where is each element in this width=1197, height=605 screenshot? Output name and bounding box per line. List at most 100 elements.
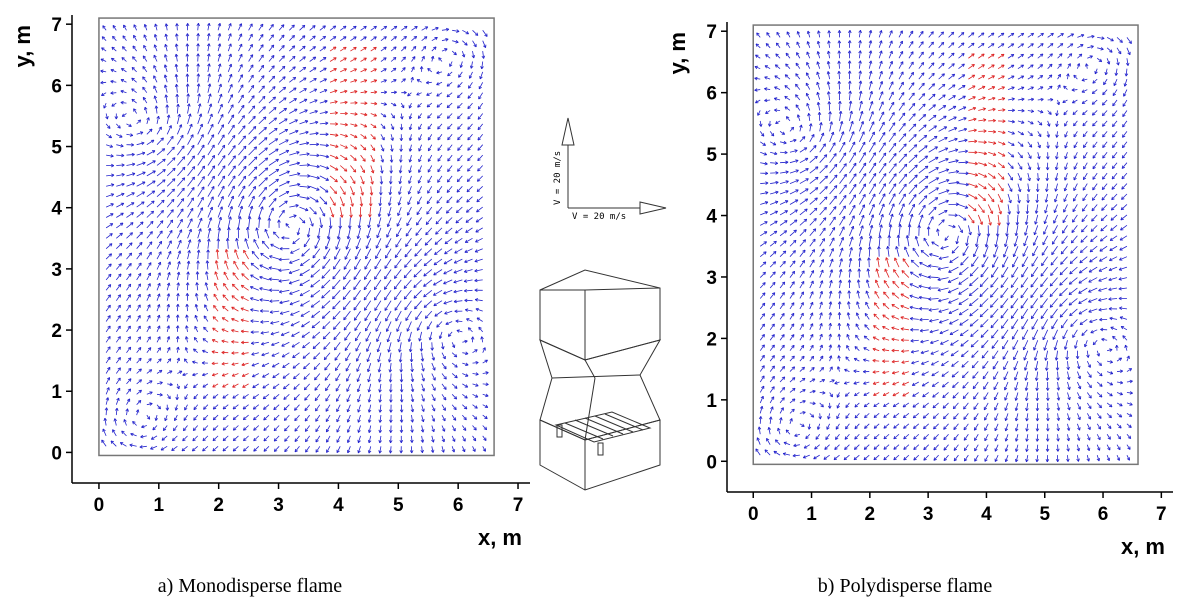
flow-vector [332,280,340,289]
flow-vector [849,153,855,163]
flow-vector [830,164,837,173]
scale-label: V = 20 m/s [572,212,626,222]
flow-vector [304,238,309,247]
flow-vector [820,144,826,153]
flow-vector [249,96,255,104]
flow-vector [324,353,330,360]
flow-vector [416,311,422,320]
flow-vector [333,259,340,269]
flow-vector [157,210,164,217]
flow-vector [228,146,235,156]
flow-vector [395,249,401,258]
flow-vector [434,269,442,274]
flow-vector [259,187,267,196]
flow-vector [354,301,361,310]
flow-vector [157,180,165,187]
flow-vector [800,199,808,205]
flow-vector [889,143,896,152]
flow-vector [320,186,328,192]
flow-vector [820,228,826,236]
x-tick-label: 1 [154,495,165,516]
flow-vector [830,153,837,162]
flow-vector [198,176,205,186]
flow-vector [869,173,876,183]
flow-vector [198,134,204,144]
flow-vector [869,163,876,173]
flow-vector [840,164,847,174]
flow-vector [300,290,310,295]
flow-vector [366,249,371,259]
flow-vector [960,330,968,336]
flow-vector [262,241,269,249]
flow-vector [228,125,234,134]
flow-vector [208,186,214,196]
flow-vector [810,177,818,183]
flow-vector [971,330,979,337]
flow-vector [913,248,919,257]
x-tick-label: 3 [273,495,284,516]
flow-vector [218,186,224,197]
flow-vector [830,217,836,225]
flow-vector [859,194,865,204]
flow-vector [424,301,432,308]
flow-vector [800,209,807,215]
flow-vector [228,196,233,207]
flow-vector [790,240,796,246]
flow-vector [919,176,928,183]
vector-field [99,18,494,455]
flow-vector [909,204,915,215]
flow-vector [425,238,432,245]
flow-vector [929,94,935,100]
flow-vector [251,263,259,269]
y-tick-label: 0 [51,443,62,464]
flow-vector [340,165,347,171]
flow-vector [208,135,214,145]
flow-vector [238,105,244,113]
flow-vector [929,136,937,141]
flow-vector [899,134,906,142]
flow-vector [344,269,351,279]
flow-vector [889,164,896,174]
flow-vector [909,103,915,110]
flow-vector [238,126,245,135]
flow-vector [375,269,381,279]
flow-vector [177,135,183,145]
flow-vector [396,238,401,247]
flow-vector [177,167,185,176]
flow-vector [343,290,350,299]
flow-vector [345,249,350,260]
flow-vector [238,166,246,176]
flow-vector [800,219,807,225]
flow-vector [320,197,327,205]
flow-vector [157,190,165,197]
flow-vector [415,238,421,246]
flow-vector [889,123,895,132]
flow-vector [849,174,856,184]
flow-vector [269,118,277,124]
flow-vector [208,176,215,186]
flow-vector [323,321,330,328]
flow-vector [414,301,421,309]
flow-vector [909,165,917,173]
flow-vector [311,280,320,287]
flow-vector [238,186,244,197]
flow-vector [929,115,936,121]
flow-vector [414,280,422,288]
flow-vector [354,311,360,320]
flow-vector [800,240,806,247]
flow-vector [969,288,978,296]
flow-vector [820,155,827,163]
flow-vector [879,173,886,183]
x-tick-label: 5 [393,495,404,516]
flow-vector [238,196,243,207]
flow-vector [869,153,875,163]
flow-vector [198,156,205,166]
y-tick-label: 6 [51,76,62,97]
flow-vector [434,259,442,265]
flow-vector [959,298,968,304]
flow-vector [921,250,929,256]
flow-vector [167,199,174,207]
flow-vector [869,142,875,152]
y-tick-label: 5 [51,138,62,159]
scale-legend [562,118,666,214]
